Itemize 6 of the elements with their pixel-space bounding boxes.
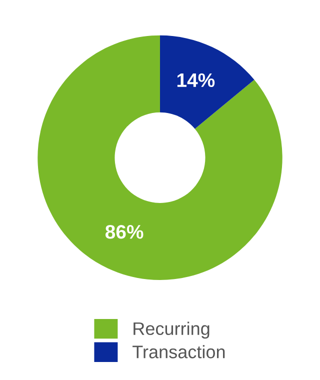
data-label: 14% — [177, 73, 215, 88]
legend-label: Transaction — [132, 345, 225, 358]
donut-slice — [160, 35, 254, 129]
legend-label: Recurring — [134, 322, 210, 339]
donut-slice — [38, 35, 282, 280]
data-label: 86% — [105, 224, 144, 239]
